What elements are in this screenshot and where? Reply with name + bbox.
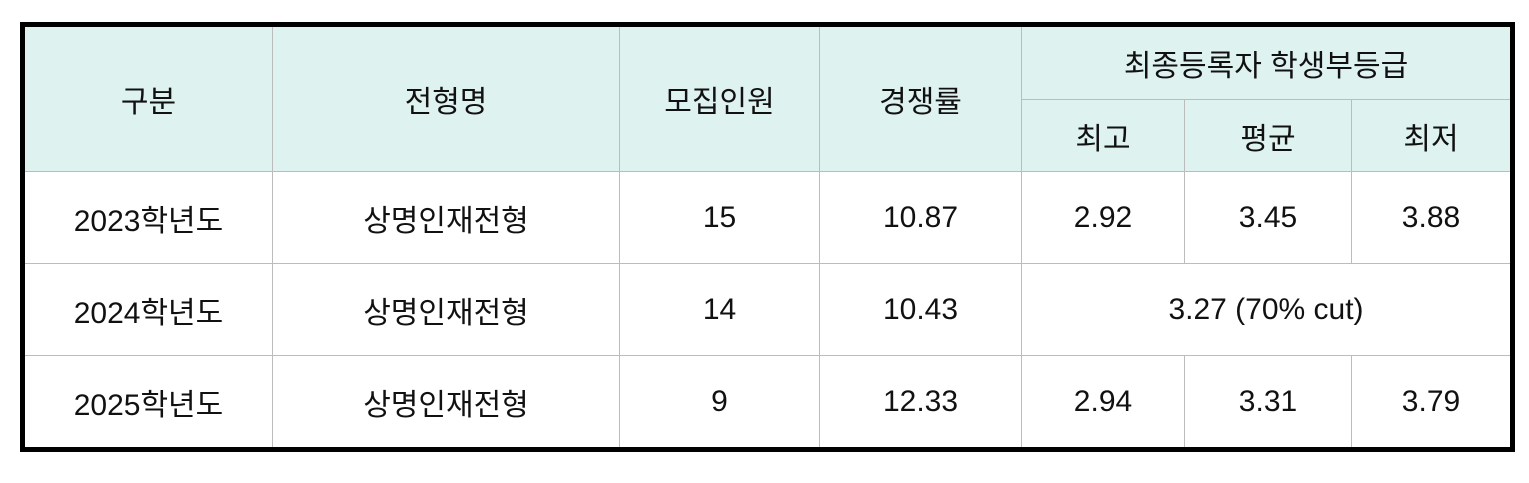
cell-year: 2024학년도 xyxy=(22,263,273,356)
header-grade-max: 최고 xyxy=(1021,99,1185,172)
header-row-sub: 최고 평균 최저 xyxy=(23,99,1513,172)
cell-competition-ratio: 10.43 xyxy=(819,263,1022,356)
header-group-final-grade: 최종등록자 학생부등급 xyxy=(1021,24,1513,100)
cell-grade-merged: 3.27 (70% cut) xyxy=(1021,263,1513,356)
header-competition-ratio: 경쟁률 xyxy=(819,24,1022,172)
header-recruit-count: 모집인원 xyxy=(619,24,820,172)
admissions-results-table: 구분 전형명 모집인원 경쟁률 최종등록자 학생부등급 최고 평균 최저 202… xyxy=(20,22,1515,452)
cell-grade-max: 2.94 xyxy=(1021,355,1185,450)
cell-grade-avg: 3.45 xyxy=(1184,171,1352,264)
cell-grade-avg: 3.31 xyxy=(1184,355,1352,450)
cell-year: 2023학년도 xyxy=(22,171,273,264)
cell-recruit-count: 14 xyxy=(619,263,820,356)
cell-competition-ratio: 12.33 xyxy=(819,355,1022,450)
table-row-2024: 2024학년도 상명인재전형 14 10.43 3.27 (70% cut) xyxy=(22,263,1513,356)
cell-year: 2025학년도 xyxy=(22,355,273,450)
header-admission-name: 전형명 xyxy=(272,24,620,172)
header-grade-min: 최저 xyxy=(1351,99,1513,172)
header-row-top: 구분 전형명 모집인원 경쟁률 최종등록자 학생부등급 xyxy=(22,24,1513,172)
cell-competition-ratio: 10.87 xyxy=(819,171,1022,264)
cell-admission-name: 상명인재전형 xyxy=(272,263,620,356)
cell-admission-name: 상명인재전형 xyxy=(272,355,620,450)
header-category: 구분 xyxy=(22,24,273,172)
table-row-2025: 2025학년도 상명인재전형 9 12.33 2.94 3.31 3.79 xyxy=(22,355,1513,450)
table-row-2023: 2023학년도 상명인재전형 15 10.87 2.92 3.45 3.88 xyxy=(22,171,1513,264)
header-grade-avg: 평균 xyxy=(1184,99,1352,172)
cell-grade-max: 2.92 xyxy=(1021,171,1185,264)
cell-grade-min: 3.88 xyxy=(1351,171,1513,264)
cell-grade-min: 3.79 xyxy=(1351,355,1513,450)
cell-admission-name: 상명인재전형 xyxy=(272,171,620,264)
cell-recruit-count: 15 xyxy=(619,171,820,264)
cell-recruit-count: 9 xyxy=(619,355,820,450)
